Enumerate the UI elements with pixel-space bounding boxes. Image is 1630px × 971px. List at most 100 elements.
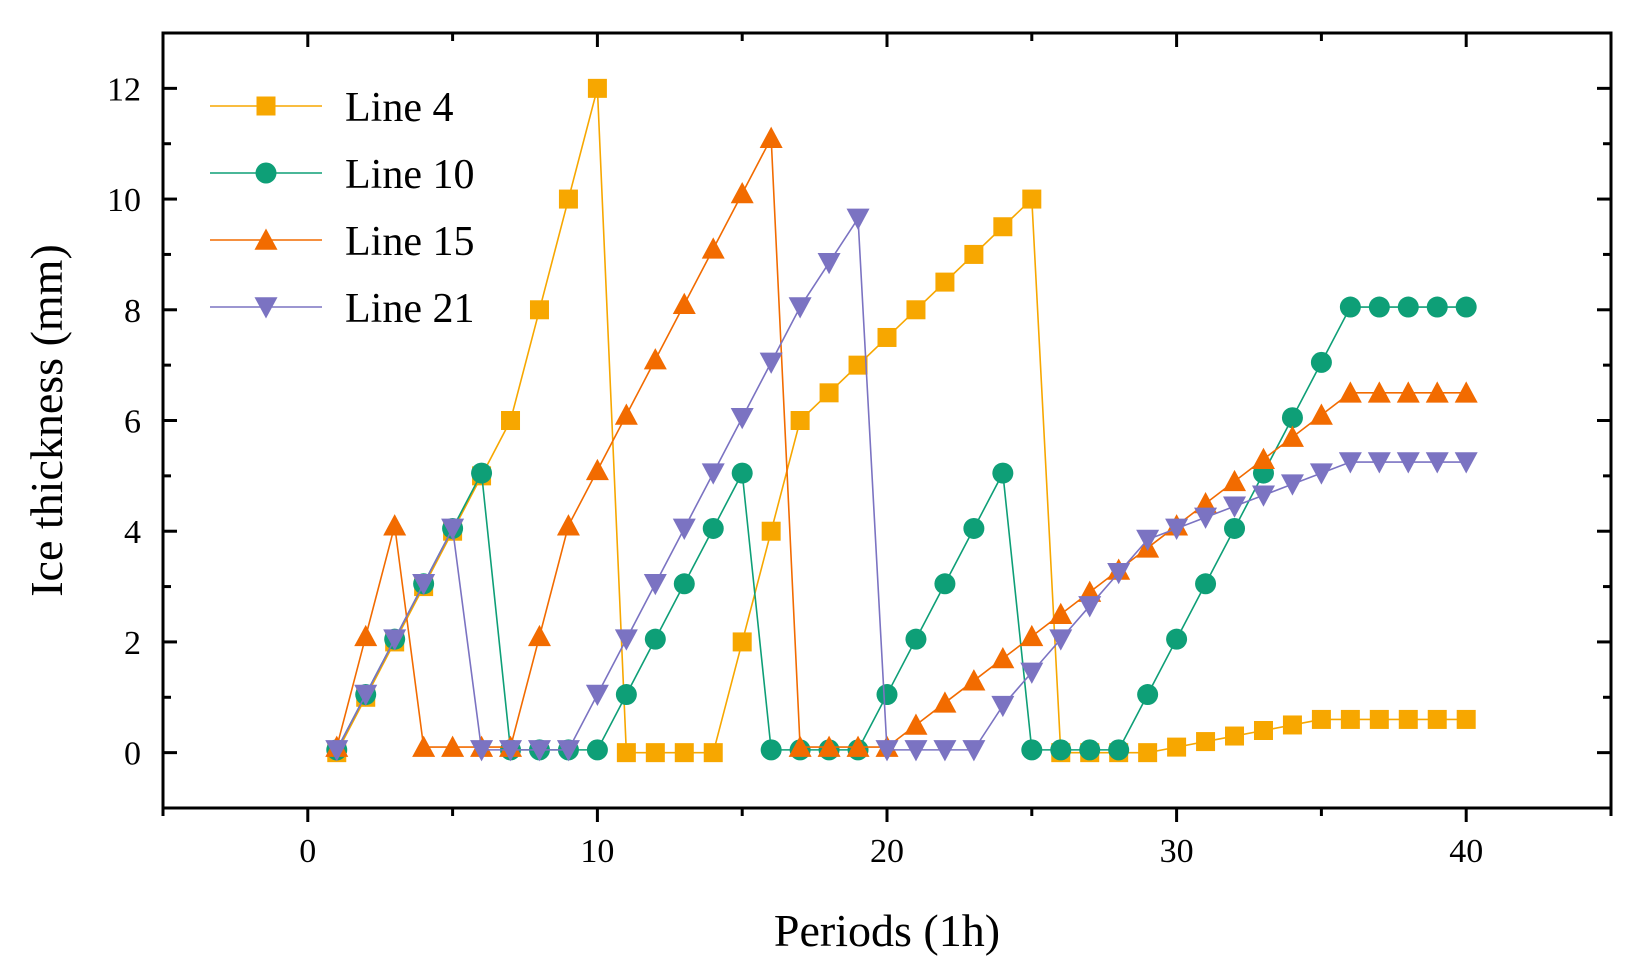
y-axis-title: Ice thickness (mm) [21,244,72,597]
series-line-21 [325,208,1478,762]
data-point [1425,452,1449,474]
series-layer [325,78,1478,763]
data-point [1224,517,1246,539]
data-point [1425,381,1449,403]
data-point [354,624,378,647]
series-line [336,88,1467,754]
data-point [761,521,781,541]
data-point [730,182,754,204]
data-point [1338,452,1362,474]
x-tick-label: 40 [1449,833,1483,870]
legend-entry: Line 15 [210,219,474,265]
data-point [991,647,1015,669]
y-tick-label: 8 [124,293,141,330]
data-point [1455,296,1477,318]
legend: Line 4 Line 10 Line 15 Line 21 [210,85,474,332]
data-point [501,411,521,430]
data-point [1309,463,1333,485]
y-tick-label: 10 [107,182,141,219]
legend-marker [254,297,278,319]
data-point [962,740,986,762]
data-point [354,684,378,707]
data-point [1368,296,1390,318]
data-point [701,237,725,259]
data-point [1396,452,1420,474]
data-point [904,713,928,735]
data-point [963,517,985,539]
data-point [1165,518,1189,540]
data-point [1225,726,1245,746]
data-point [1223,496,1247,518]
data-point [993,217,1013,237]
x-axis-title: Periods (1h) [774,905,1000,956]
data-point [933,691,957,713]
data-point [1396,381,1420,403]
data-point [1050,739,1072,761]
data-point [441,735,465,757]
data-point [1367,381,1391,403]
data-point [645,743,665,763]
legend-entry: Line 21 [210,286,474,332]
data-point [991,695,1015,718]
data-point [527,624,551,647]
data-point [1137,684,1159,706]
data-point [529,300,549,320]
data-point [412,574,436,596]
series-line [335,135,1467,748]
data-point [441,518,465,540]
data-point [846,208,870,230]
data-point [964,244,984,264]
data-point [1338,381,1362,403]
data-point [586,739,608,761]
data-point [790,411,810,430]
data-point [1253,721,1273,740]
data-point [1281,407,1303,429]
data-point [1282,715,1302,735]
data-point [1020,624,1044,647]
data-point [760,739,782,761]
data-point [906,300,926,320]
data-point [1251,447,1275,470]
legend-label: Line 4 [345,85,453,131]
data-point [905,628,927,650]
x-tick-label: 30 [1160,833,1194,870]
data-point [672,518,696,540]
data-point [556,740,580,762]
data-point [672,292,696,315]
series-line-15 [325,126,1478,757]
data-point [643,348,667,370]
data-point [1078,596,1102,618]
data-point [1426,296,1448,318]
data-point [643,574,667,596]
data-point [788,735,812,757]
legend-marker [256,96,276,116]
data-point [585,458,609,481]
y-tick-label: 6 [124,404,141,441]
data-point [875,740,899,762]
data-point [1280,474,1304,496]
legend-marker [254,228,278,250]
data-point [1079,739,1101,761]
data-point [933,740,957,762]
data-point [731,462,753,484]
data-point [817,735,841,757]
data-point [1369,709,1389,729]
legend-entry: Line 4 [210,85,453,131]
data-point [730,407,754,430]
data-point [934,573,956,595]
data-point [616,743,636,763]
data-point [614,403,638,425]
data-point [1311,709,1331,729]
data-point [1108,739,1130,761]
data-point [558,189,578,209]
data-point [1340,709,1360,729]
data-point [644,628,666,650]
data-point [1397,296,1419,318]
data-point [499,740,523,762]
data-point [412,735,436,757]
data-point [471,462,493,484]
data-point [1454,381,1478,403]
data-point [1398,709,1418,729]
